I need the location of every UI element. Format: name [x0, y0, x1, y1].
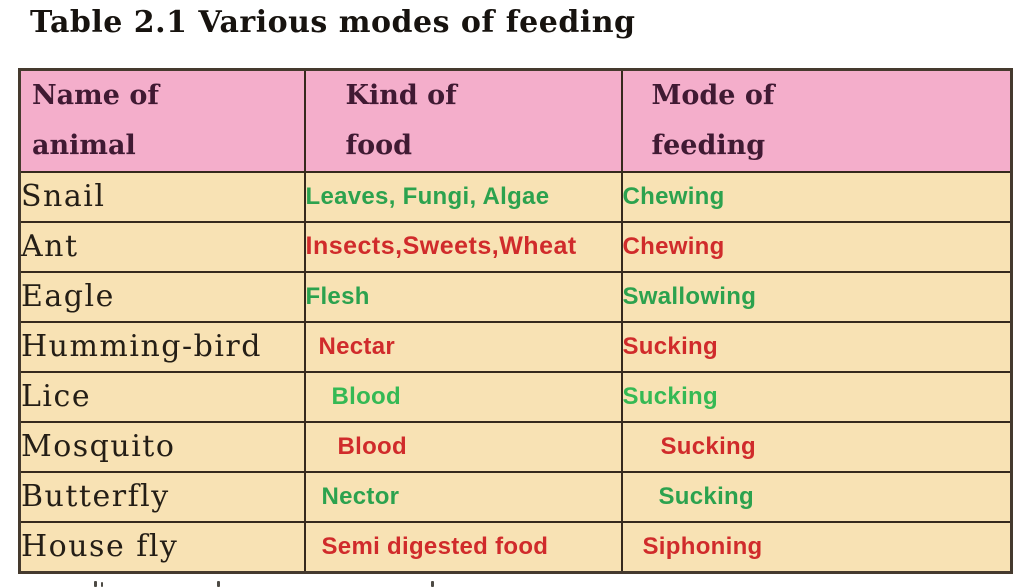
page-title: Table 2.1 Various modes of feeding — [30, 5, 636, 40]
table-row-house-fly: House fly Semi digested food Siphoning — [18, 520, 1013, 574]
animal-name-cell: Humming-bird — [18, 320, 306, 373]
mode-cell: Sucking — [620, 470, 1013, 523]
table-row-ant: Ant Insects,Sweets,Wheat Chewing — [18, 220, 1013, 273]
page-edge-text-artifact — [101, 582, 103, 587]
food-cell: Nectar — [303, 320, 623, 373]
food-cell: Leaves, Fungi, Algae — [303, 170, 623, 223]
food-cell: Blood — [303, 370, 623, 423]
animal-name-cell: Butterfly — [18, 470, 306, 523]
table-row-mosquito: Mosquito Blood Sucking — [18, 420, 1013, 473]
table-row-lice: Lice Blood Sucking — [18, 370, 1013, 423]
header-name-of-animal: Name of animal — [18, 68, 306, 173]
mode-cell: Sucking — [620, 320, 1013, 373]
food-cell: Flesh — [303, 270, 623, 323]
feeding-table-container: Name of animal Kind of food Mode of feed… — [18, 68, 1013, 574]
table-row-butterfly: Butterfly Nector Sucking — [18, 470, 1013, 523]
animal-name-cell: Ant — [18, 220, 306, 273]
header-row: Name of animal Kind of food Mode of feed… — [18, 68, 1013, 173]
animal-name-cell: Eagle — [18, 270, 306, 323]
food-cell: Blood — [303, 420, 623, 473]
mode-cell: Sucking — [620, 370, 1013, 423]
mode-cell: Chewing — [620, 220, 1013, 273]
animal-name-cell: Snail — [18, 170, 306, 223]
animal-name-cell: Lice — [18, 370, 306, 423]
animal-name-cell: Mosquito — [18, 420, 306, 473]
feeding-table: Name of animal Kind of food Mode of feed… — [18, 68, 1013, 574]
page-edge-text-artifact — [217, 581, 220, 587]
table-row-eagle: Eagle Flesh Swallowing — [18, 270, 1013, 323]
page-edge-text-artifact — [431, 581, 434, 587]
mode-cell: Sucking — [620, 420, 1013, 473]
animal-name-cell: House fly — [18, 520, 306, 574]
food-cell: Semi digested food — [303, 520, 623, 574]
header-mode-of-feeding: Mode of feeding — [620, 68, 1013, 173]
food-cell: Insects,Sweets,Wheat — [303, 220, 623, 273]
mode-cell: Swallowing — [620, 270, 1013, 323]
mode-cell: Chewing — [620, 170, 1013, 223]
table-row-snail: Snail Leaves, Fungi, Algae Chewing — [18, 170, 1013, 223]
food-cell: Nector — [303, 470, 623, 523]
header-kind-of-food: Kind of food — [303, 68, 623, 173]
mode-cell: Siphoning — [620, 520, 1013, 574]
page-edge-text-artifact — [94, 581, 97, 587]
table-row-humming-bird: Humming-bird Nectar Sucking — [18, 320, 1013, 373]
